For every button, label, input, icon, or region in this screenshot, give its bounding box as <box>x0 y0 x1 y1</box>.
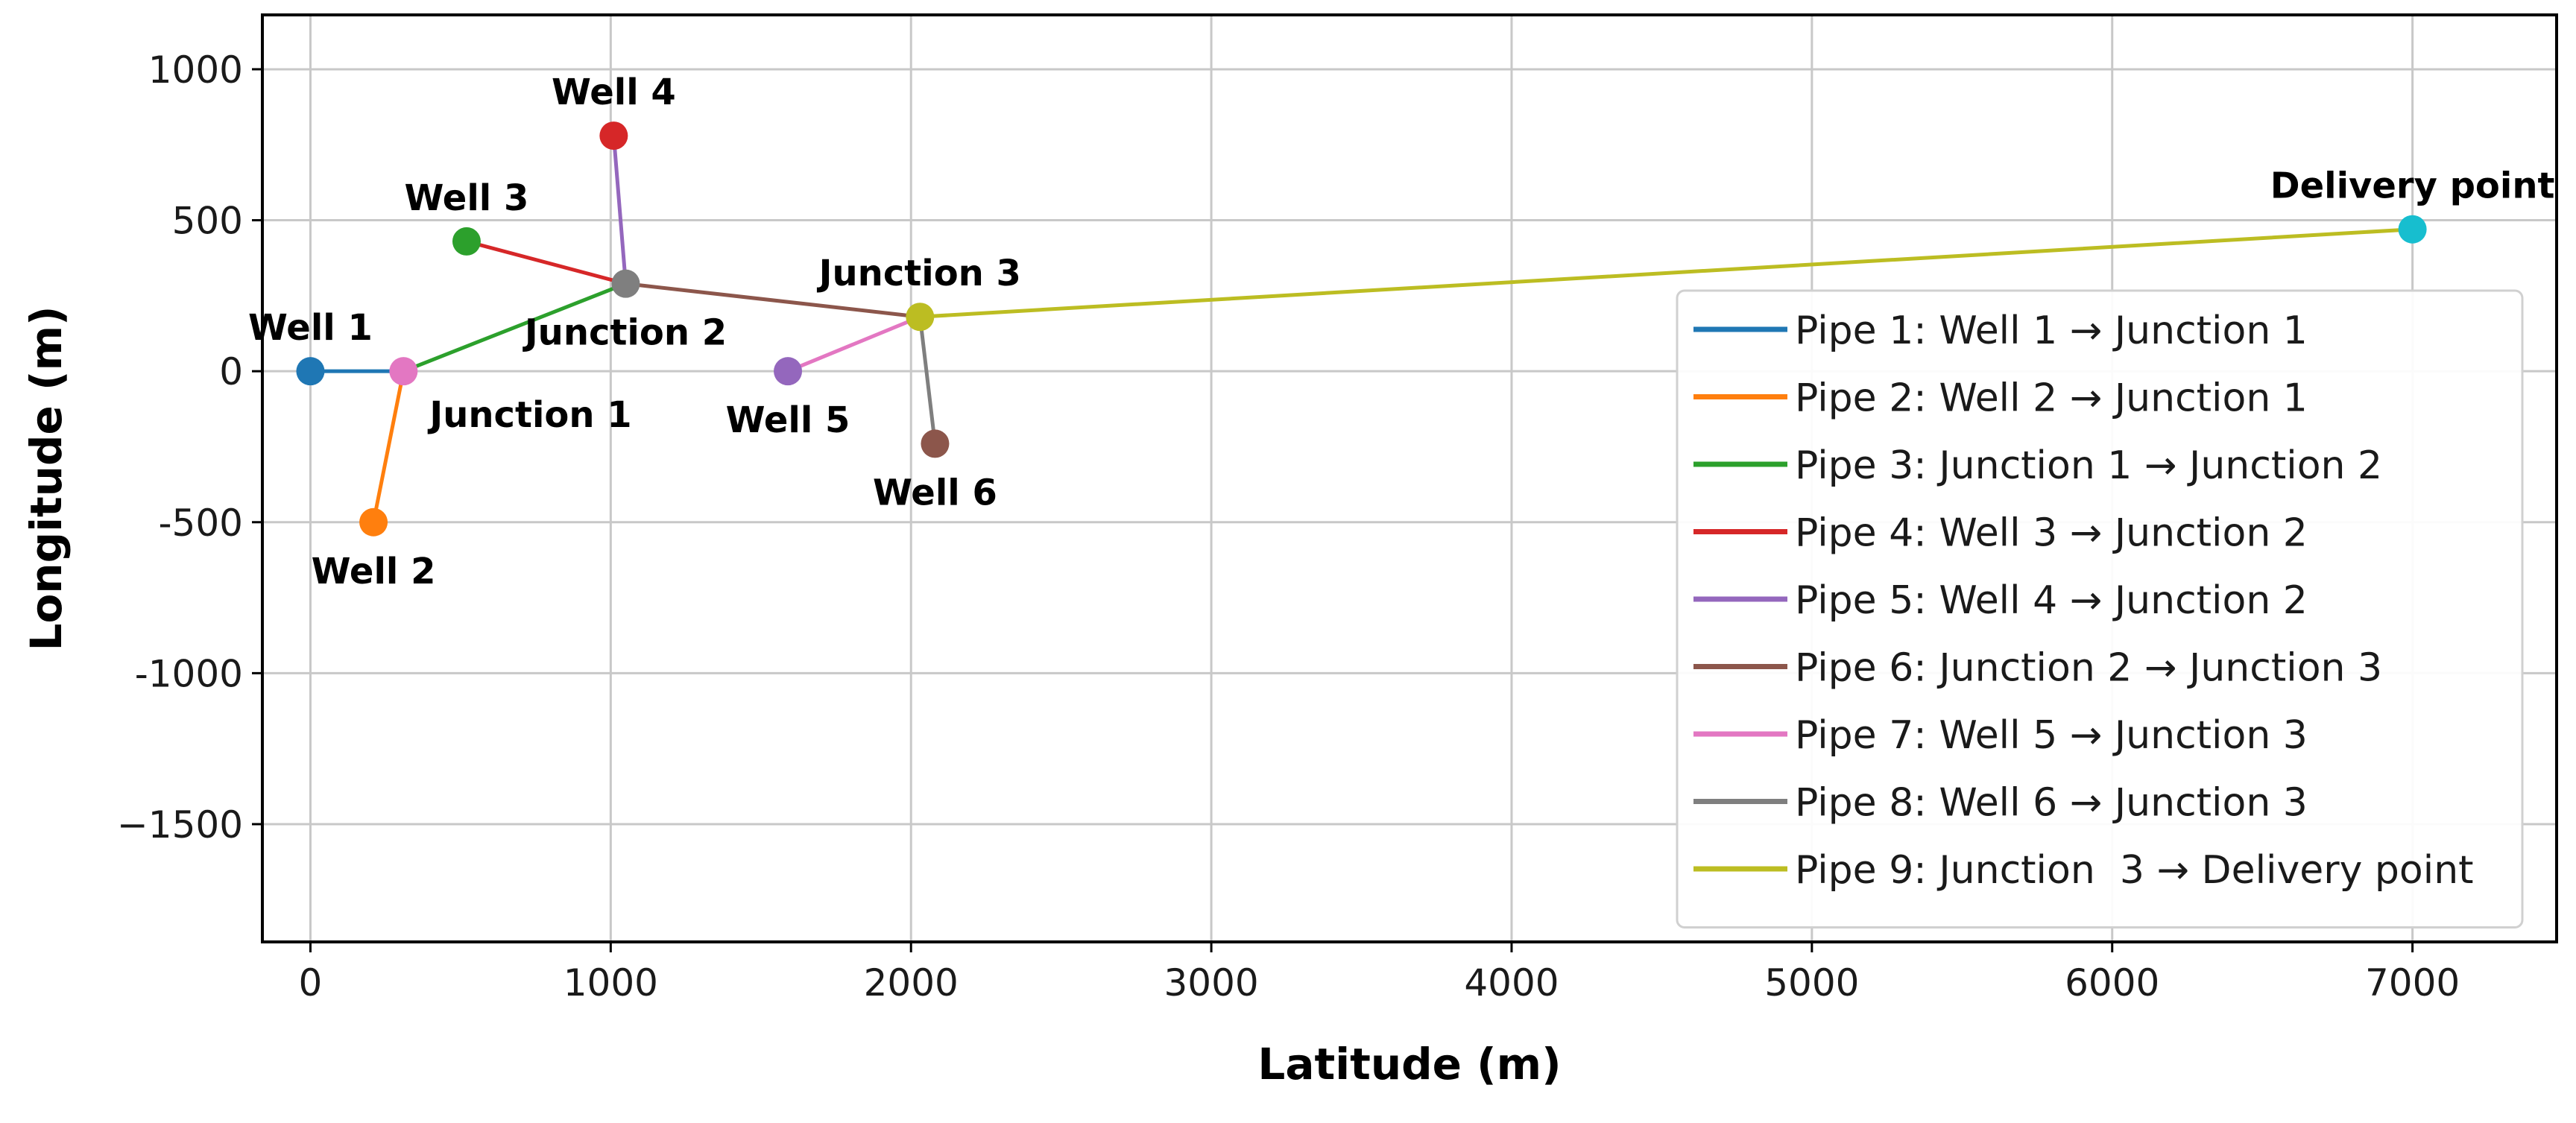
node-marker <box>296 357 325 386</box>
axis-ticks: 0 1000 2000 3000 4000 5000 6000 700010005000-50… <box>117 48 2460 1005</box>
node-marker <box>2398 215 2427 244</box>
y-tick-label: -1000 <box>135 652 243 695</box>
pipe-line <box>611 133 628 286</box>
y-axis-label: Longitude (m) <box>21 306 72 651</box>
x-tick-label: 6000 <box>2065 961 2159 1005</box>
pipe-line <box>401 282 628 373</box>
legend-box <box>1676 289 2524 929</box>
y-tick-label: -500 <box>159 502 243 545</box>
legend-entry: Pipe 4: Well 3 → Junction 2 <box>1795 511 2308 556</box>
node-label: Well 1 <box>248 307 373 349</box>
node-marker <box>774 357 803 386</box>
legend-entry: Pipe 7: Well 5 → Junction 3 <box>1795 713 2308 758</box>
node-marker <box>389 357 418 386</box>
node-marker <box>611 269 640 298</box>
node-label: Well 4 <box>552 72 676 113</box>
pipe-line <box>918 314 937 446</box>
pipe-line <box>623 282 922 319</box>
pipe-line <box>371 369 405 525</box>
network-nodes <box>296 121 2427 537</box>
node-marker <box>921 429 950 458</box>
x-tick-label: 3000 <box>1164 961 1258 1005</box>
legend-entry: Pipe 9: Junction 3 → Delivery point <box>1795 848 2474 893</box>
pipe-lines <box>308 133 2415 525</box>
node-label: Well 2 <box>312 551 436 592</box>
x-tick-label: 4000 <box>1464 961 1559 1005</box>
legend: Pipe 1: Well 1 → Junction 1 Pipe 2: Well … <box>1676 289 2524 929</box>
pipe-line <box>464 239 628 286</box>
legend-entry: Pipe 2: Well 2 → Junction 1 <box>1795 376 2308 421</box>
node-label: Well 5 <box>726 399 850 441</box>
legend-entry: Pipe 3: Junction 1 → Junction 2 <box>1795 443 2382 488</box>
node-label: Well 3 <box>405 177 529 219</box>
pipe-line <box>786 314 922 373</box>
node-label: Delivery point <box>2270 165 2555 207</box>
plot-frame <box>261 13 2558 943</box>
legend-entry: Pipe 8: Well 6 → Junction 3 <box>1795 781 2308 826</box>
node-label: Junction 3 <box>817 253 1021 294</box>
node-marker <box>359 507 388 537</box>
x-tick-label: 7000 <box>2365 961 2460 1005</box>
node-label: Junction 2 <box>523 312 727 354</box>
node-labels: Well 1 Junction 1 Well 2 Well 3 Well 4 Juncti… <box>248 72 2554 592</box>
node-marker <box>906 303 935 332</box>
x-tick-label: 2000 <box>864 961 959 1005</box>
y-tick-label: 0 <box>219 350 243 393</box>
x-tick-label: 1000 <box>564 961 658 1005</box>
pipe-line <box>918 227 2415 319</box>
node-marker <box>452 227 481 256</box>
x-axis-label: Latitude (m) <box>1257 1039 1561 1089</box>
node-label: Junction 1 <box>427 394 631 436</box>
legend-entry: Pipe 1: Well 1 → Junction 1 <box>1795 309 2308 353</box>
legend-entry: Pipe 5: Well 4 → Junction 2 <box>1795 578 2308 623</box>
node-marker <box>599 121 628 151</box>
y-tick-label: 500 <box>172 200 243 243</box>
legend-entry: Pipe 6: Junction 2 → Junction 3 <box>1795 646 2382 691</box>
x-tick-label: 5000 <box>1764 961 1859 1005</box>
y-tick-label: −1500 <box>117 803 243 847</box>
node-label: Well 6 <box>873 472 997 513</box>
x-tick-label: 0 <box>299 961 323 1005</box>
y-tick-label: 1000 <box>148 48 243 92</box>
